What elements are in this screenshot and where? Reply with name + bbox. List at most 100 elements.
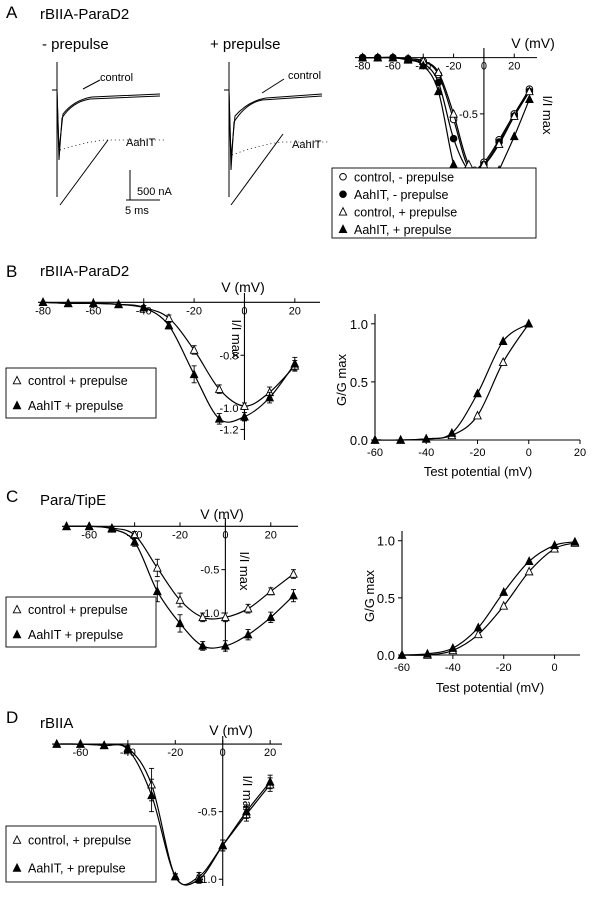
data-point <box>290 358 300 368</box>
data-point <box>473 388 482 398</box>
y-tick-label: 0.0 <box>377 648 395 663</box>
data-point <box>265 776 275 786</box>
data-point <box>198 640 208 650</box>
legend-box <box>5 825 157 883</box>
data-point <box>266 612 276 622</box>
data-point <box>214 413 224 423</box>
scale-bar-time: 5 ms <box>125 205 149 217</box>
x-tick-label: 20 <box>289 305 301 317</box>
data-point <box>499 600 509 610</box>
data-point <box>152 586 162 596</box>
fit-curve <box>374 323 530 441</box>
series-1 <box>62 521 298 652</box>
data-point <box>243 603 253 613</box>
legend-marker <box>12 400 22 410</box>
panel-c-title: Para/TipE <box>40 492 106 509</box>
fit-curve <box>362 56 530 172</box>
y-tick-label: 0.5 <box>377 591 395 606</box>
data-point <box>423 648 432 658</box>
chart-c-gv: -60 -40 -20 0 0.0 0.5 1.0 Test potential (mV) G/… <box>362 531 580 695</box>
x-tick-label: -60 <box>394 662 410 674</box>
y-tick-label: -1.0 <box>219 403 238 415</box>
panel-c-letter: C <box>6 487 18 506</box>
data-point <box>570 536 580 546</box>
data-point <box>494 139 504 149</box>
legend: control + prepulse AahIT + prepulse <box>5 596 157 648</box>
data-point <box>170 871 180 881</box>
data-point <box>52 738 62 748</box>
data-point <box>498 336 508 345</box>
data-point <box>214 384 224 393</box>
legend-marker <box>12 862 22 872</box>
data-point <box>403 54 413 64</box>
x-axis-label: V (mV) <box>209 722 253 738</box>
x-axis-label: V (mV) <box>200 506 244 522</box>
legend: control, + prepulse AahIT, + prepulse <box>5 825 157 883</box>
x-tick-label: -40 <box>445 662 461 674</box>
data-point <box>175 618 185 628</box>
legend-marker <box>338 224 348 234</box>
legend-marker <box>12 834 22 844</box>
fit-curve <box>56 743 271 886</box>
data-point <box>499 587 509 596</box>
x-tick-label: -80 <box>355 61 371 73</box>
fit-curve <box>362 56 530 173</box>
y-axis-label: I/I max <box>540 95 555 135</box>
x-tick-label: -20 <box>172 529 188 541</box>
x-axis-label: Test potential (mV) <box>436 680 544 695</box>
y-tick-label: -1.0 <box>198 874 217 886</box>
y-tick-label: -0.5 <box>200 565 219 577</box>
data-point <box>449 108 459 118</box>
legend-label: AahIT, + prepulse <box>28 862 126 876</box>
legend-marker <box>12 629 22 639</box>
y-tick-label: 0.5 <box>350 375 368 390</box>
panel-a-title: rBIIA-ParaD2 <box>40 6 129 23</box>
scale-bar-current: 500 nA <box>137 186 173 198</box>
y-axis-label: I/I max <box>229 319 244 359</box>
data-point <box>418 60 428 70</box>
legend: control + prepulse AahIT + prepulse <box>5 367 157 419</box>
panel-b-letter: B <box>6 262 17 281</box>
data-point <box>397 649 407 659</box>
legend-label: control + prepulse <box>28 374 128 388</box>
x-tick-label: -60 <box>81 529 97 541</box>
series-0 <box>370 318 534 444</box>
y-tick-label: -1.2 <box>219 424 238 436</box>
y-tick-label: -0.5 <box>459 109 478 121</box>
y-axis-label: I/I max <box>237 551 252 591</box>
data-point <box>447 427 457 437</box>
data-point <box>388 52 398 62</box>
data-point <box>289 590 298 600</box>
data-point <box>240 400 249 410</box>
x-tick-label: 0 <box>481 61 487 73</box>
x-tick-label: 0 <box>222 529 228 541</box>
data-point <box>524 556 534 566</box>
x-axis-label: V (mV) <box>221 279 265 295</box>
y-tick-label: 1.0 <box>377 534 395 549</box>
label-control-a2: control <box>288 70 321 82</box>
x-tick-label: -60 <box>367 447 383 459</box>
legend-label: control, + prepulse <box>28 834 131 848</box>
data-point <box>243 629 253 639</box>
x-tick-label: 0 <box>241 305 247 317</box>
series-1 <box>38 297 300 425</box>
label-control-a1: control <box>100 72 133 84</box>
legend-label: AahIT + prepulse <box>28 628 123 642</box>
data-point <box>473 622 483 632</box>
panel-a-letter: A <box>6 3 18 22</box>
legend-box <box>5 367 157 419</box>
legend-label: AahIT, - prepulse <box>354 188 449 202</box>
data-point <box>152 562 162 572</box>
data-point <box>189 369 199 379</box>
data-point <box>220 640 230 650</box>
data-point <box>265 392 275 402</box>
legend-label: AahIT + prepulse <box>28 399 123 413</box>
data-point <box>433 86 443 96</box>
data-point <box>130 536 140 546</box>
data-point <box>84 521 94 531</box>
x-tick-label: 20 <box>508 61 520 73</box>
legend-box <box>5 596 157 648</box>
